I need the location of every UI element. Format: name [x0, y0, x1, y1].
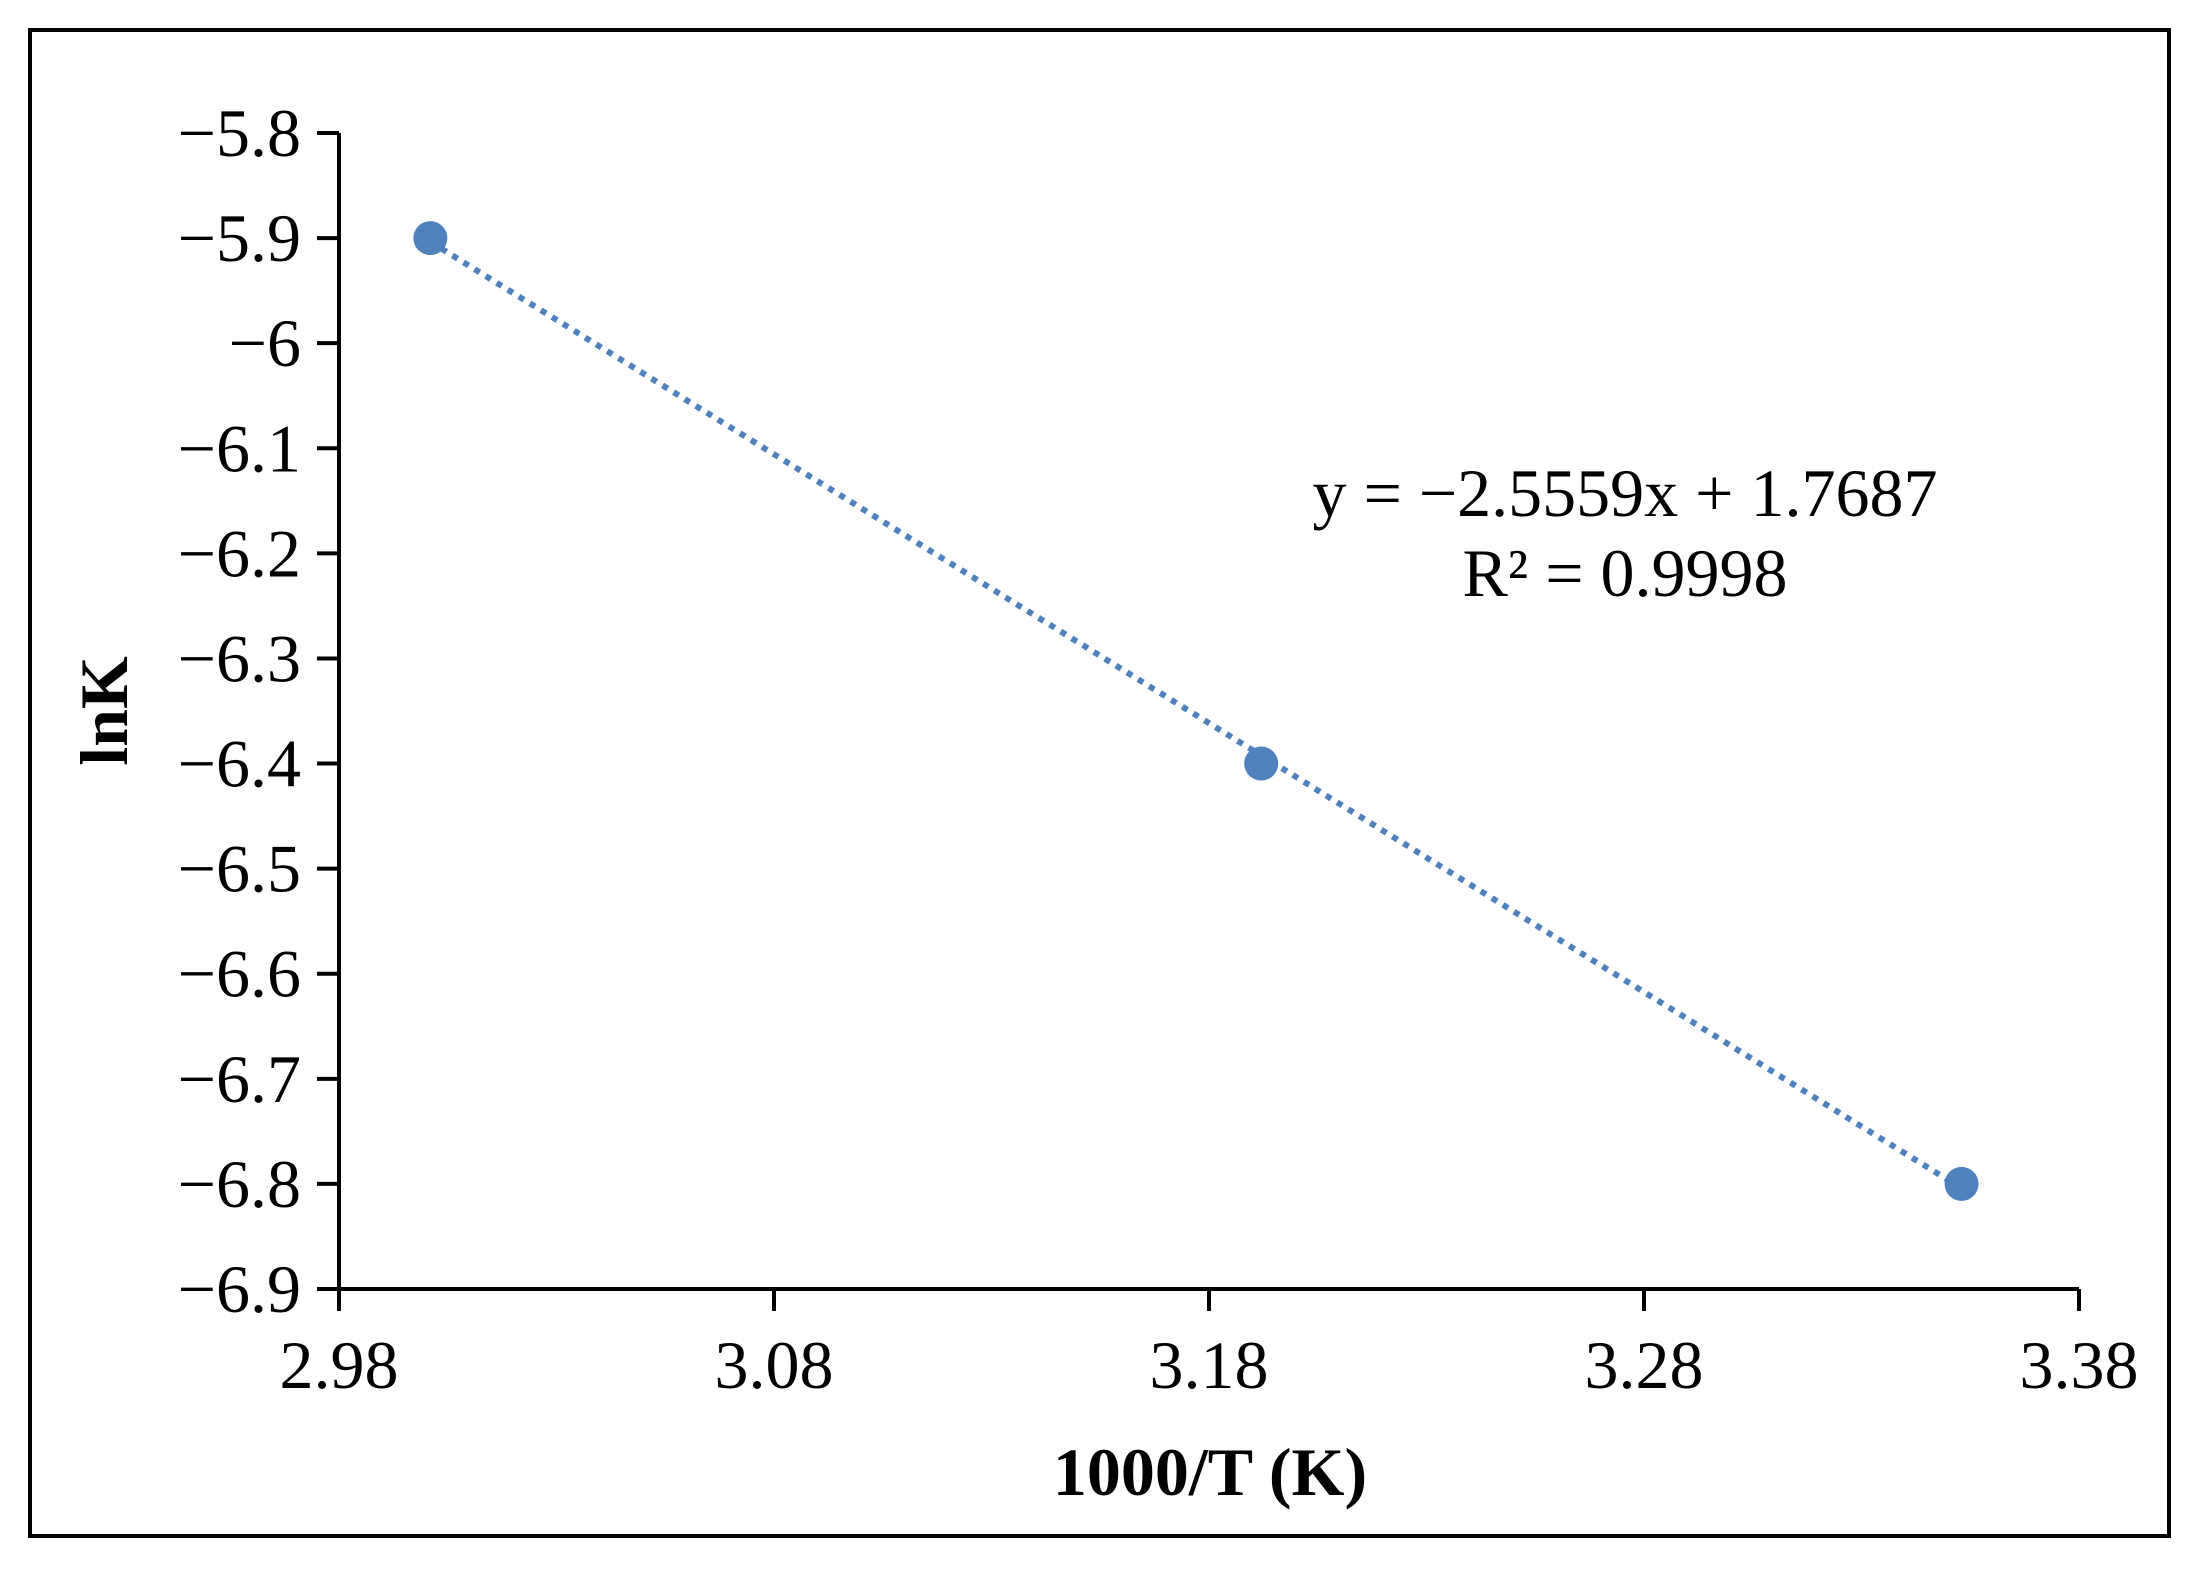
y-tick-label: −6 — [229, 305, 301, 381]
x-axis-ticks: 2.98 3.08 3.18 3.28 3.38 — [280, 1289, 2139, 1403]
trendline-layer — [428, 239, 1964, 1191]
trendline — [428, 239, 1964, 1191]
y-axis-ticks: −5.8 −5.9 −6 −6.1 −6.2 −6.3 −6.4 −6.5 −6.6 −6.7 −6… — [178, 95, 339, 1327]
y-tick-label: −6.1 — [178, 410, 301, 486]
y-axis-title: lnK — [66, 656, 142, 766]
chart-border — [28, 28, 2171, 1538]
x-tick-label: 3.18 — [1150, 1327, 1269, 1403]
y-tick-label: −5.8 — [178, 95, 301, 171]
y-tick-label: −6.9 — [178, 1251, 301, 1327]
y-tick-label: −6.2 — [178, 515, 301, 591]
data-point — [1244, 746, 1279, 781]
trendline-r-squared: R² = 0.9998 — [1462, 535, 1787, 611]
trendline-equation: y = −2.5559x + 1.7687 — [1312, 455, 1937, 531]
y-tick-label: −6.6 — [178, 936, 301, 1012]
x-tick-label: 3.08 — [715, 1327, 834, 1403]
y-tick-label: −6.8 — [178, 1146, 301, 1222]
x-tick-label: 3.38 — [2020, 1327, 2139, 1403]
x-tick-label: 2.98 — [280, 1327, 399, 1403]
y-tick-label: −6.3 — [178, 620, 301, 696]
data-point — [413, 221, 448, 256]
data-point — [1944, 1166, 1979, 1201]
x-tick-label: 3.28 — [1585, 1327, 1704, 1403]
y-tick-label: −5.9 — [178, 200, 301, 276]
x-axis-title: 1000/T (K) — [1053, 1434, 1367, 1510]
y-tick-label: −6.7 — [178, 1041, 301, 1117]
points-layer — [413, 221, 1979, 1201]
y-tick-label: −6.4 — [178, 726, 301, 802]
y-tick-label: −6.5 — [178, 831, 301, 907]
